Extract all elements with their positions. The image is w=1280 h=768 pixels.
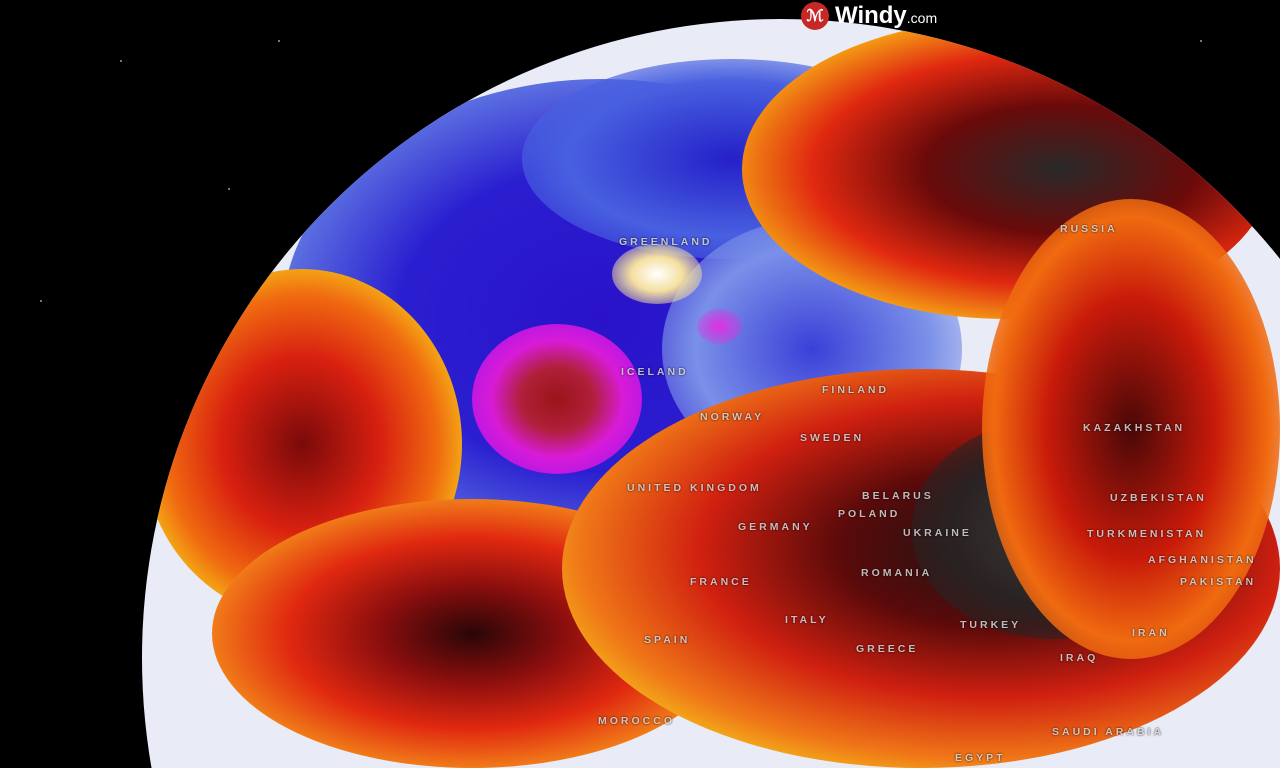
map-label: TURKMENISTAN — [1087, 528, 1207, 540]
map-label: ICELAND — [621, 366, 689, 378]
cold-spot — [697, 309, 742, 344]
map-label: IRAN — [1132, 627, 1170, 639]
map-label: EGYPT — [955, 752, 1006, 764]
map-label: NORWAY — [700, 411, 765, 423]
map-label: MOROCCO — [598, 715, 675, 727]
map-label: KAZAKHSTAN — [1083, 422, 1186, 434]
map-label: SWEDEN — [800, 432, 865, 444]
map-label: ROMANIA — [861, 567, 933, 579]
map-label: BELARUS — [862, 490, 934, 502]
map-label: GREECE — [856, 643, 919, 655]
map-label: UKRAINE — [903, 527, 972, 539]
map-label: TURKEY — [960, 619, 1022, 631]
map-label: SAUDI ARABIA — [1052, 726, 1165, 738]
star — [228, 188, 230, 190]
star — [1200, 40, 1202, 42]
map-label: SPAIN — [644, 634, 691, 646]
map-label: ITALY — [785, 614, 829, 626]
windy-logo-icon: ℳ — [801, 2, 829, 30]
windy-logo[interactable]: ℳ Windy.com — [801, 2, 937, 30]
map-label: FINLAND — [822, 384, 890, 396]
map-label: UZBEKISTAN — [1110, 492, 1207, 504]
map-label: IRAQ — [1060, 652, 1099, 664]
map-label: UNITED KINGDOM — [627, 482, 762, 494]
map-label: GREENLAND — [619, 236, 713, 248]
brand-suffix: .com — [906, 10, 938, 26]
star — [40, 300, 42, 302]
map-label: AFGHANISTAN — [1148, 554, 1257, 566]
brand-name: Windy — [835, 2, 907, 29]
weather-globe-map[interactable] — [142, 19, 1280, 768]
greenland-ice — [612, 244, 702, 304]
map-label: GERMANY — [738, 521, 813, 533]
map-label: POLAND — [838, 508, 901, 520]
map-label: FRANCE — [690, 576, 752, 588]
warm-anomaly-central-asia — [982, 199, 1280, 659]
star — [120, 60, 122, 62]
map-label: RUSSIA — [1060, 223, 1118, 235]
map-label: PAKISTAN — [1180, 576, 1257, 588]
extreme-cold-cyclone — [472, 324, 642, 474]
star — [278, 40, 280, 42]
